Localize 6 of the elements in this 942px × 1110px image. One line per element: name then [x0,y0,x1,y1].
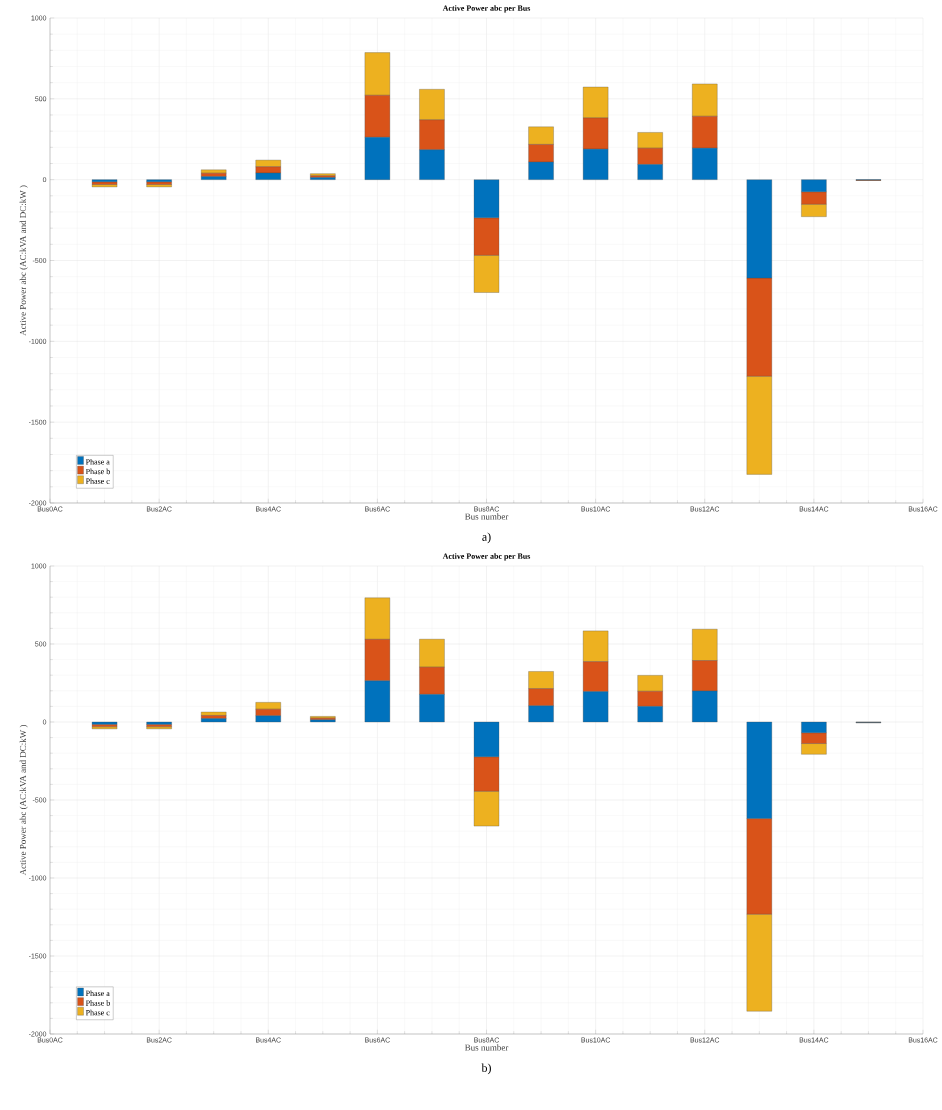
x-axis-title: Bus number [464,1044,509,1051]
text: a) [482,532,491,544]
y-axis-title: Active Power abc (AC:kVA and DC:kW ) [19,725,28,876]
x-axis-title: Bus number [464,513,509,520]
text: b) [481,1063,491,1075]
y-axis-title: Active Power abc (AC:kVA and DC:kW ) [19,185,28,336]
